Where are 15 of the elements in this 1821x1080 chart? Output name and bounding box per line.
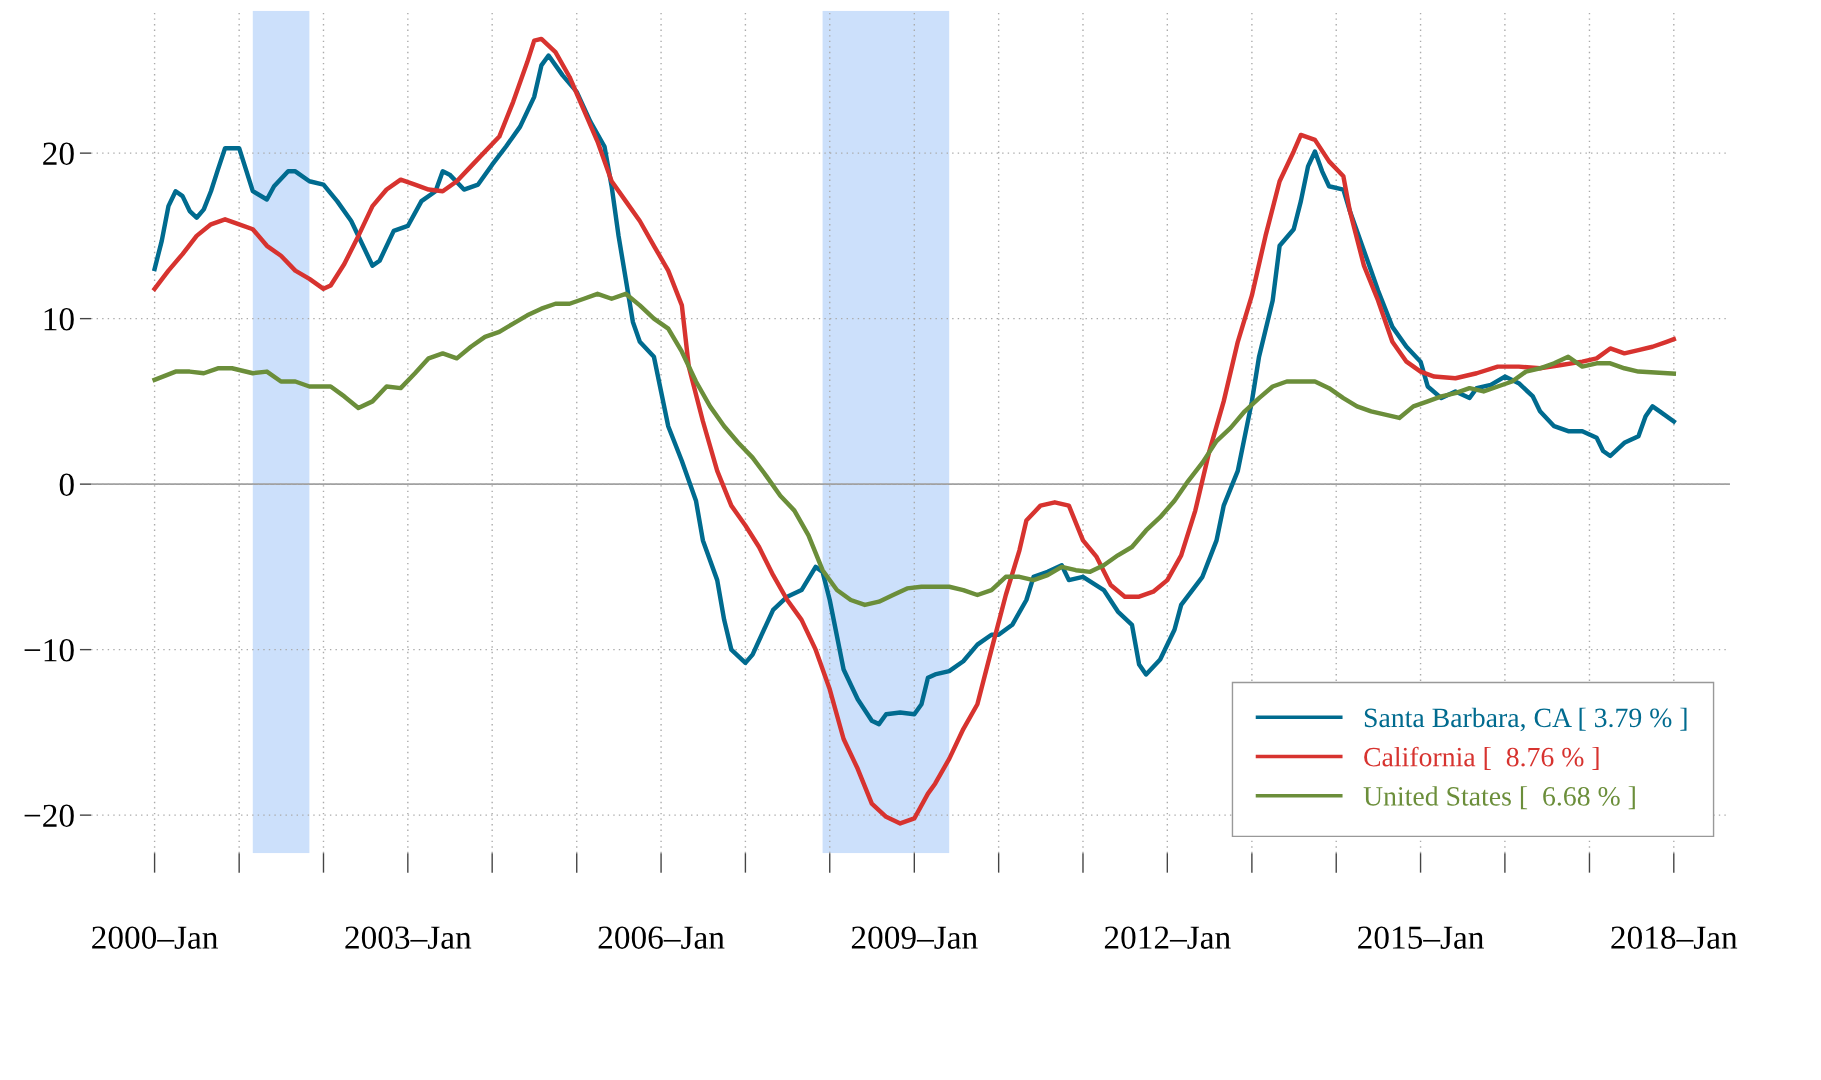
legend-label: United States [ 6.68 % ] xyxy=(1363,786,1635,810)
x-tick-label: 2006–Jan xyxy=(598,926,725,949)
x-tick-label: 2003–Jan xyxy=(345,926,472,949)
y-tick-label: −10 xyxy=(24,639,74,662)
y-tick-label: 0 xyxy=(59,473,74,497)
x-tick-label: 2012–Jan xyxy=(1104,926,1231,949)
legend-label: California [ 8.76 % ] xyxy=(1364,746,1599,770)
legend-label: Santa Barbara, CA [ 3.79 % ] xyxy=(1364,707,1687,732)
x-tick-label: 2018–Jan xyxy=(1611,926,1738,949)
x-tick-label: 2000–Jan xyxy=(92,926,218,949)
x-tick-label: 2009–Jan xyxy=(851,926,978,949)
y-tick-label: −20 xyxy=(24,804,74,828)
y-tick-label: 10 xyxy=(44,308,74,331)
y-tick-label: 20 xyxy=(43,142,74,166)
x-tick-label: 2015–Jan xyxy=(1358,926,1484,949)
